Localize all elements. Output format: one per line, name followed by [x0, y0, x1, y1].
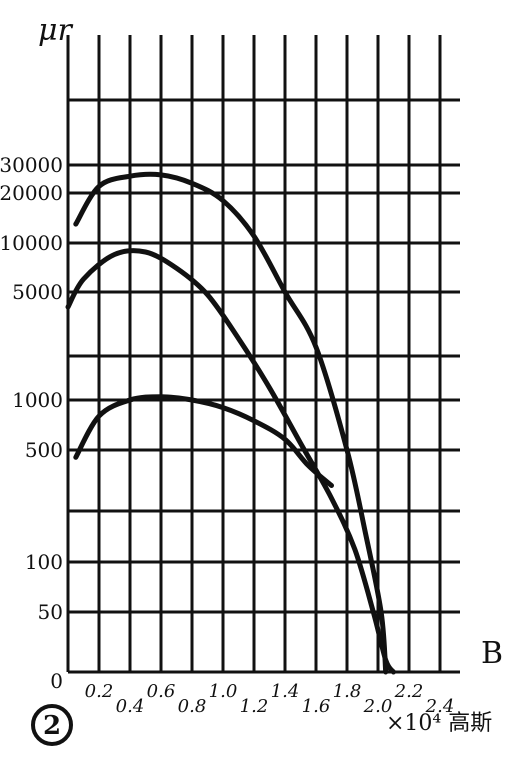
y-tick-label: 1000 — [12, 388, 63, 412]
x-tick-label: 1.2 — [240, 696, 269, 717]
x-tick-label: 0.6 — [147, 681, 176, 702]
curves — [65, 171, 396, 675]
series-line — [73, 171, 389, 675]
x-unit-label: ×10⁴ 高斯 — [386, 711, 492, 736]
y-tick-label: 50 — [38, 600, 63, 624]
y-tick-label: 0 — [50, 669, 63, 693]
x-tick-label: 1.0 — [209, 681, 238, 702]
x-axis-label: B — [481, 636, 503, 671]
y-tick-label: 5000 — [12, 280, 63, 304]
y-tick-label: 500 — [25, 438, 63, 462]
y-tick-label: 100 — [25, 550, 63, 574]
x-tick-label: 0.2 — [85, 681, 114, 702]
y-tick-label: 10000 — [0, 231, 63, 255]
x-tick-label: 1.4 — [271, 681, 300, 702]
figure-number-circle — [31, 704, 73, 746]
y-tick-label: 20000 — [0, 181, 63, 205]
x-tick-label: 0.8 — [178, 696, 207, 717]
y-tick-label: 30000 — [0, 153, 63, 177]
labels: 050100500100050001000020000300000.20.40.… — [0, 153, 454, 717]
x-tick-label: 2.2 — [394, 681, 424, 702]
grid — [66, 35, 460, 674]
series-line — [65, 248, 396, 675]
x-tick-label: 2.4 — [425, 696, 455, 717]
x-tick-label: 0.4 — [116, 696, 145, 717]
x-tick-label: 1.8 — [333, 681, 362, 702]
y-axis-label: μr — [38, 13, 73, 48]
x-tick-label: 2.0 — [363, 696, 393, 717]
figure-number: 2 — [43, 711, 61, 741]
x-tick-label: 1.6 — [302, 696, 331, 717]
series-line — [73, 394, 334, 488]
